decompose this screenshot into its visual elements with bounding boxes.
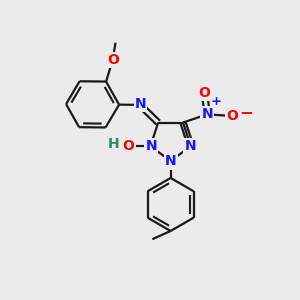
Text: O: O: [198, 85, 210, 100]
Text: O: O: [107, 53, 119, 67]
Text: N: N: [184, 139, 196, 153]
Text: O: O: [123, 139, 135, 153]
Text: O: O: [226, 109, 238, 123]
Text: N: N: [135, 97, 146, 111]
Text: N: N: [165, 154, 176, 169]
Text: N: N: [146, 139, 157, 153]
Text: −: −: [240, 103, 254, 121]
Text: H: H: [108, 137, 120, 152]
Text: +: +: [211, 95, 221, 108]
Text: N: N: [201, 107, 213, 121]
